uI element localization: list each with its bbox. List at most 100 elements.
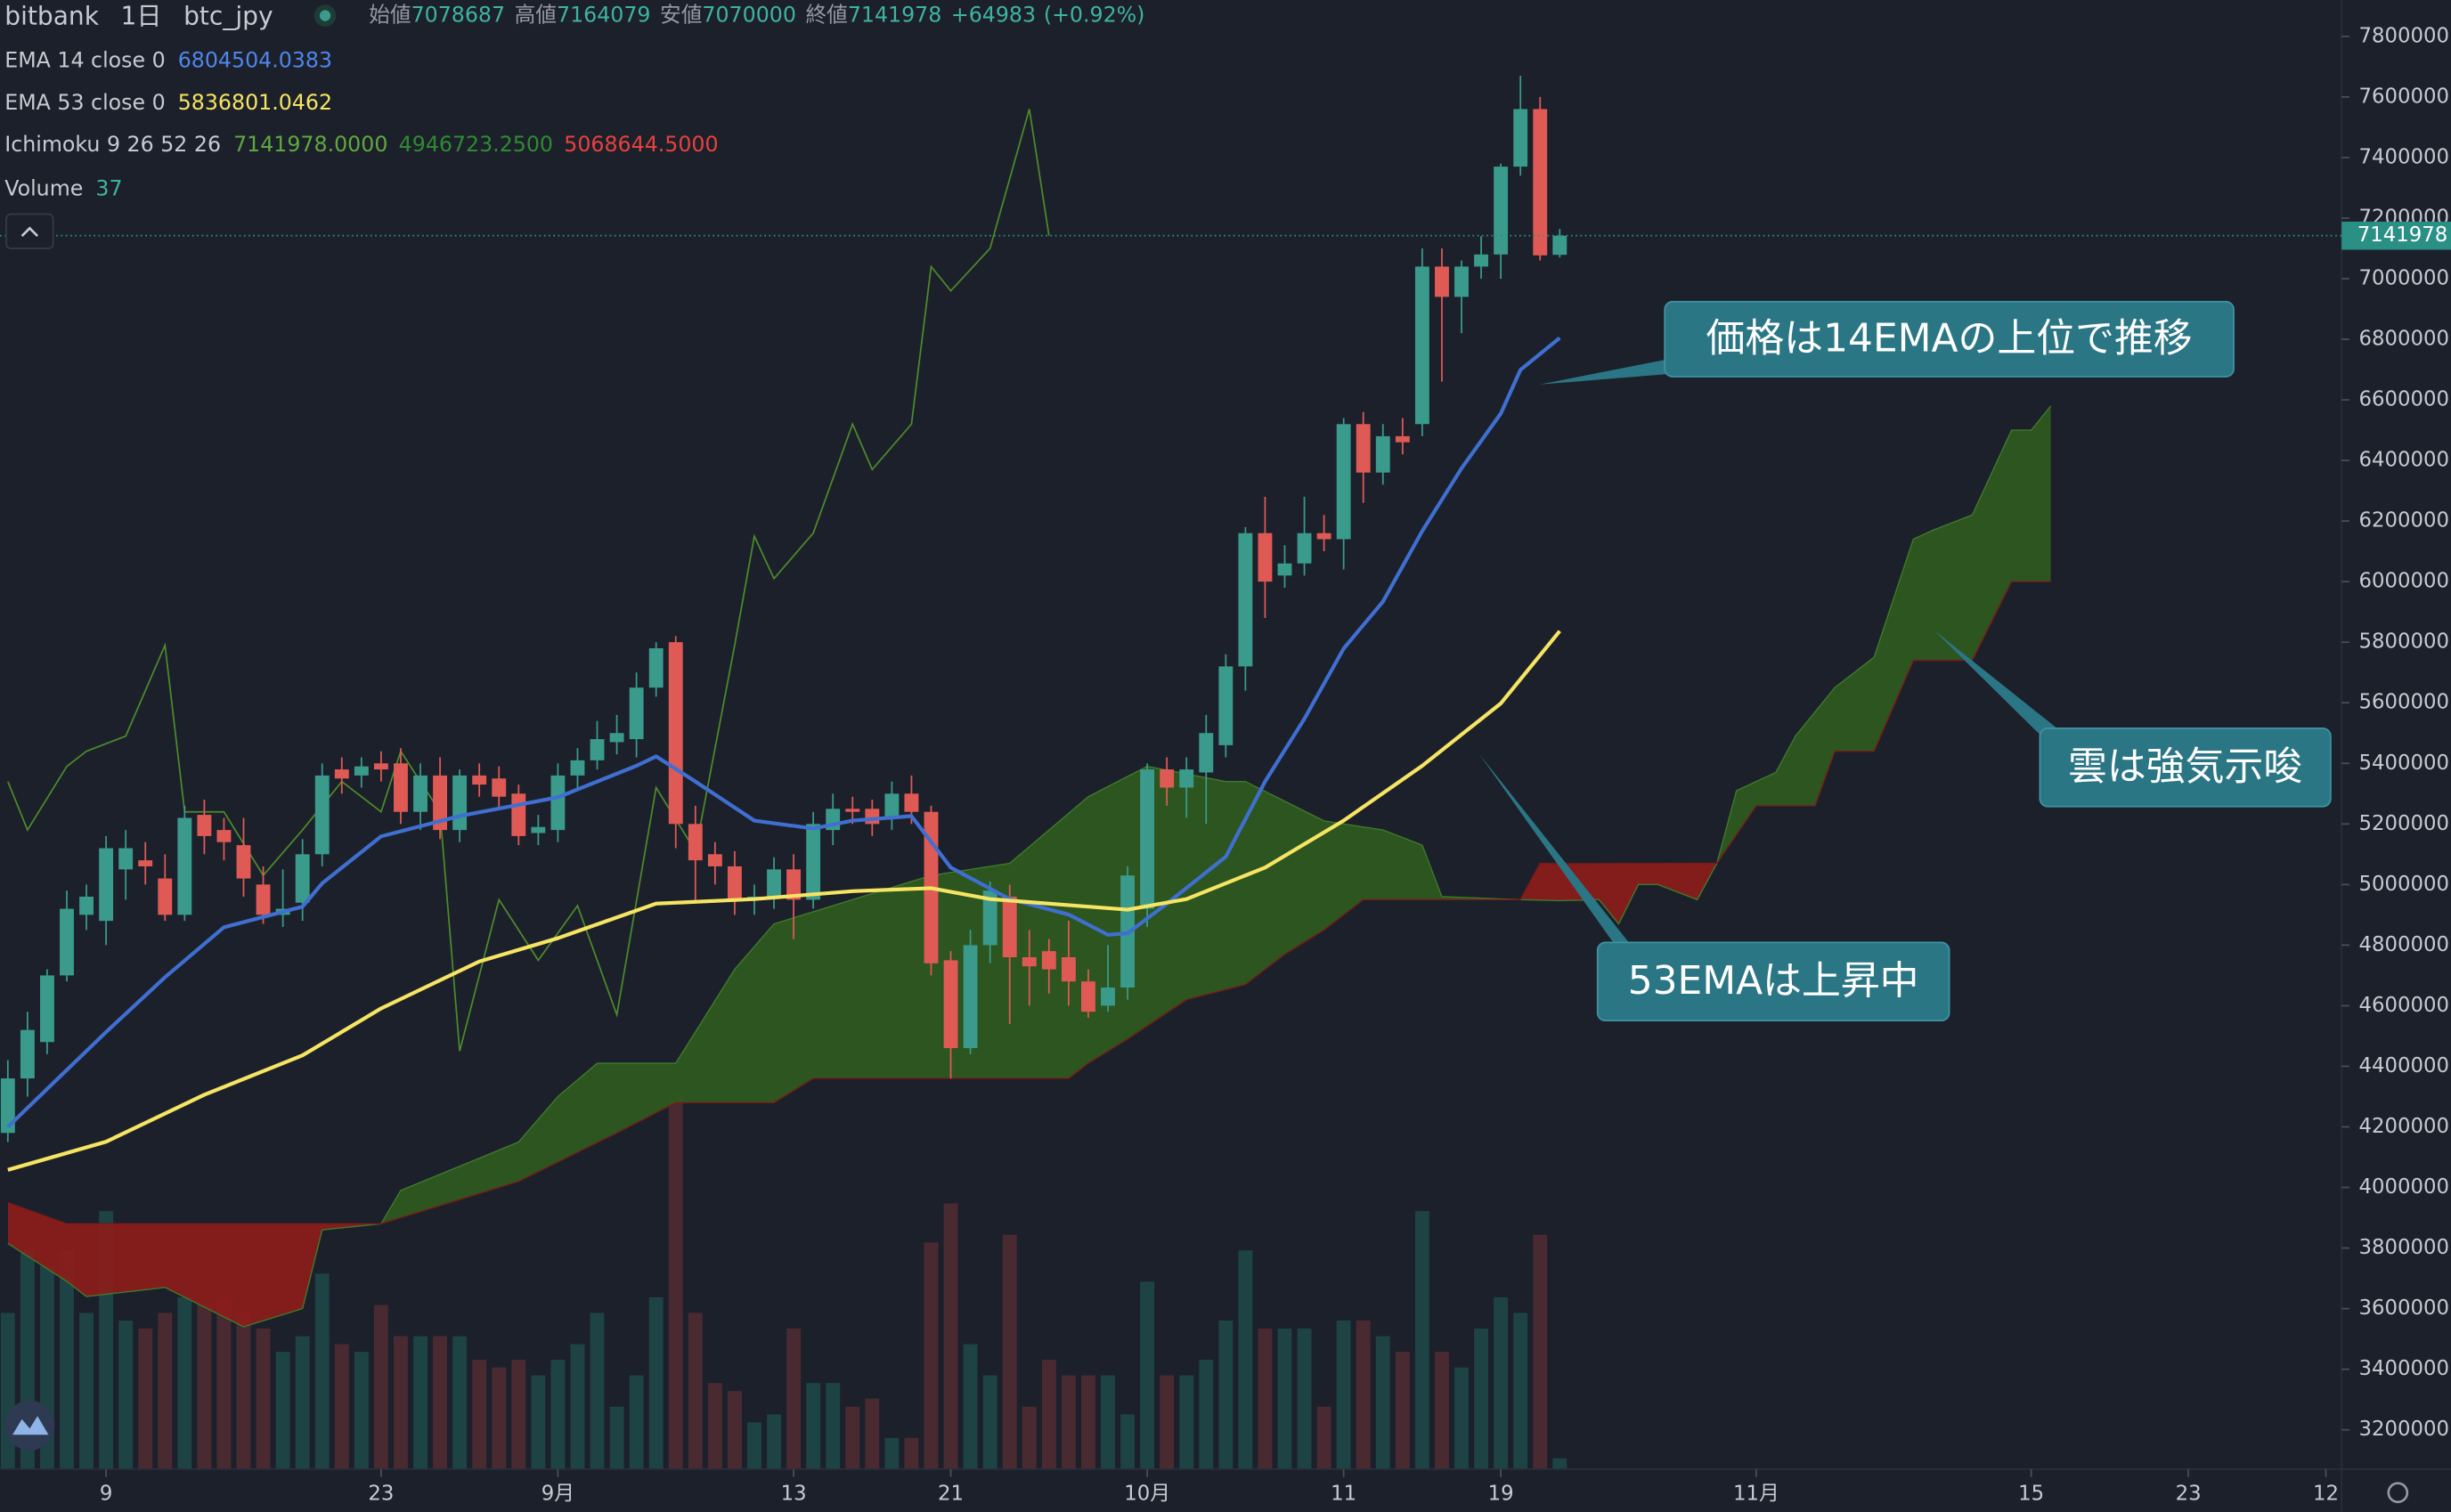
y-tick-label: 4200000 [2358,1115,2449,1138]
annotation-box [1664,300,2235,378]
volume-bar [256,1328,271,1469]
candle-body [354,766,369,776]
candle-body [1513,109,1528,167]
candle-body [1022,956,1037,967]
candle-body [1494,167,1509,255]
candle-body [1238,532,1253,667]
candle-body [1356,424,1371,473]
volume-bar [550,1360,566,1469]
legend-name: Ichimoku 9 26 52 26 [4,132,221,157]
y-tick-label: 3800000 [2358,1236,2449,1259]
candle-body [1258,532,1273,582]
candle-body [197,815,212,836]
x-tick-label: 23 [368,1482,394,1505]
candle-body [1160,769,1175,788]
volume-bar [236,1313,251,1469]
ema-line [7,630,1561,1172]
candle-body [884,793,900,818]
volume-bar [1218,1320,1234,1469]
volume-bar [982,1375,998,1469]
x-tick-label: 11 [1331,1482,1356,1505]
candle-body [373,763,388,770]
volume-bar [1297,1328,1312,1469]
legend-name: Volume [4,175,83,200]
volume-bar [629,1375,644,1469]
volume-bar [60,1250,74,1469]
candle-body [138,860,153,866]
candle-body [1454,266,1469,297]
candle-body [413,775,428,812]
candle-body [707,854,722,866]
last-price-box [2341,221,2451,250]
volume-bar [688,1313,703,1469]
candle-body [295,854,310,903]
interval: 1日 [121,1,162,30]
settings-icon[interactable] [2387,1482,2409,1504]
candle-body [472,775,487,785]
volume-bar [806,1383,821,1469]
volume-bar [511,1360,526,1469]
candle-body [256,884,271,915]
annotation: 53EMAは上昇中 [1478,753,1950,1022]
collapse-button[interactable] [5,213,54,249]
volume-bar [609,1406,624,1469]
candle-body [314,775,330,855]
status-icon-dot [319,10,331,21]
y-tick-label: 4000000 [2358,1175,2449,1199]
logo-circle [4,1400,55,1451]
volume-bar [668,1093,683,1469]
volume-bar [590,1313,605,1469]
volume-bar [1494,1297,1509,1469]
volume-bar [1533,1234,1548,1469]
candle-body [904,793,919,812]
candle-body [1474,254,1489,267]
annotation: 価格は14EMAの上位で推移 [1539,300,2235,385]
y-tick-label: 5000000 [2358,873,2449,896]
candle-body [590,739,605,760]
y-tick-label: 5400000 [2358,752,2449,775]
candle-body [1552,235,1568,256]
candle-body [1218,666,1234,745]
volume-bar [1179,1375,1194,1469]
volume-bar [1356,1320,1371,1469]
volume-bar [295,1336,310,1469]
candle-body [99,848,114,922]
x-tick-label: 11月 [1733,1482,1779,1505]
candle-body [1395,435,1410,443]
volume-bar [1080,1375,1095,1469]
candle-body [452,775,468,831]
volume-bar [1120,1414,1135,1469]
annotation-text: 価格は14EMAの上位で推移 [1706,316,2193,362]
x-tick-label: 23 [2176,1482,2202,1505]
volume-bar [943,1203,958,1469]
y-tick-label: 6600000 [2358,388,2449,411]
volume-bar [786,1328,802,1469]
y-tick-label: 7800000 [2358,24,2449,47]
candle-body [1533,109,1548,256]
settings[interactable] [2387,1482,2409,1504]
volume-bar [1022,1406,1037,1469]
volume-bar [727,1391,742,1469]
y-tick-label: 7400000 [2358,145,2449,168]
volume-bar [177,1297,192,1469]
volume-bar [1513,1313,1528,1469]
candle-body [158,878,173,915]
candle-body [1041,951,1056,970]
candle-body [609,733,624,743]
ichimoku-span-a [7,405,2052,1328]
annotation-pointer [1478,753,1629,943]
volume-bar [0,1313,15,1469]
volume-bar [1002,1234,1017,1469]
volume-bar [1316,1406,1331,1469]
volume-bar [1160,1375,1175,1469]
candle-body [1336,424,1351,540]
y-tick-label: 6400000 [2358,449,2449,472]
candle-body [39,975,54,1043]
candle-body [845,809,860,812]
volume-bar [492,1367,507,1469]
volume-bar [158,1313,173,1469]
volume-bar [138,1328,153,1469]
annotation-pointer [1934,630,2057,735]
ohlc-line: 始値7078687 高値7164079 安値7070000 終値7141978 +649… [369,2,1144,27]
